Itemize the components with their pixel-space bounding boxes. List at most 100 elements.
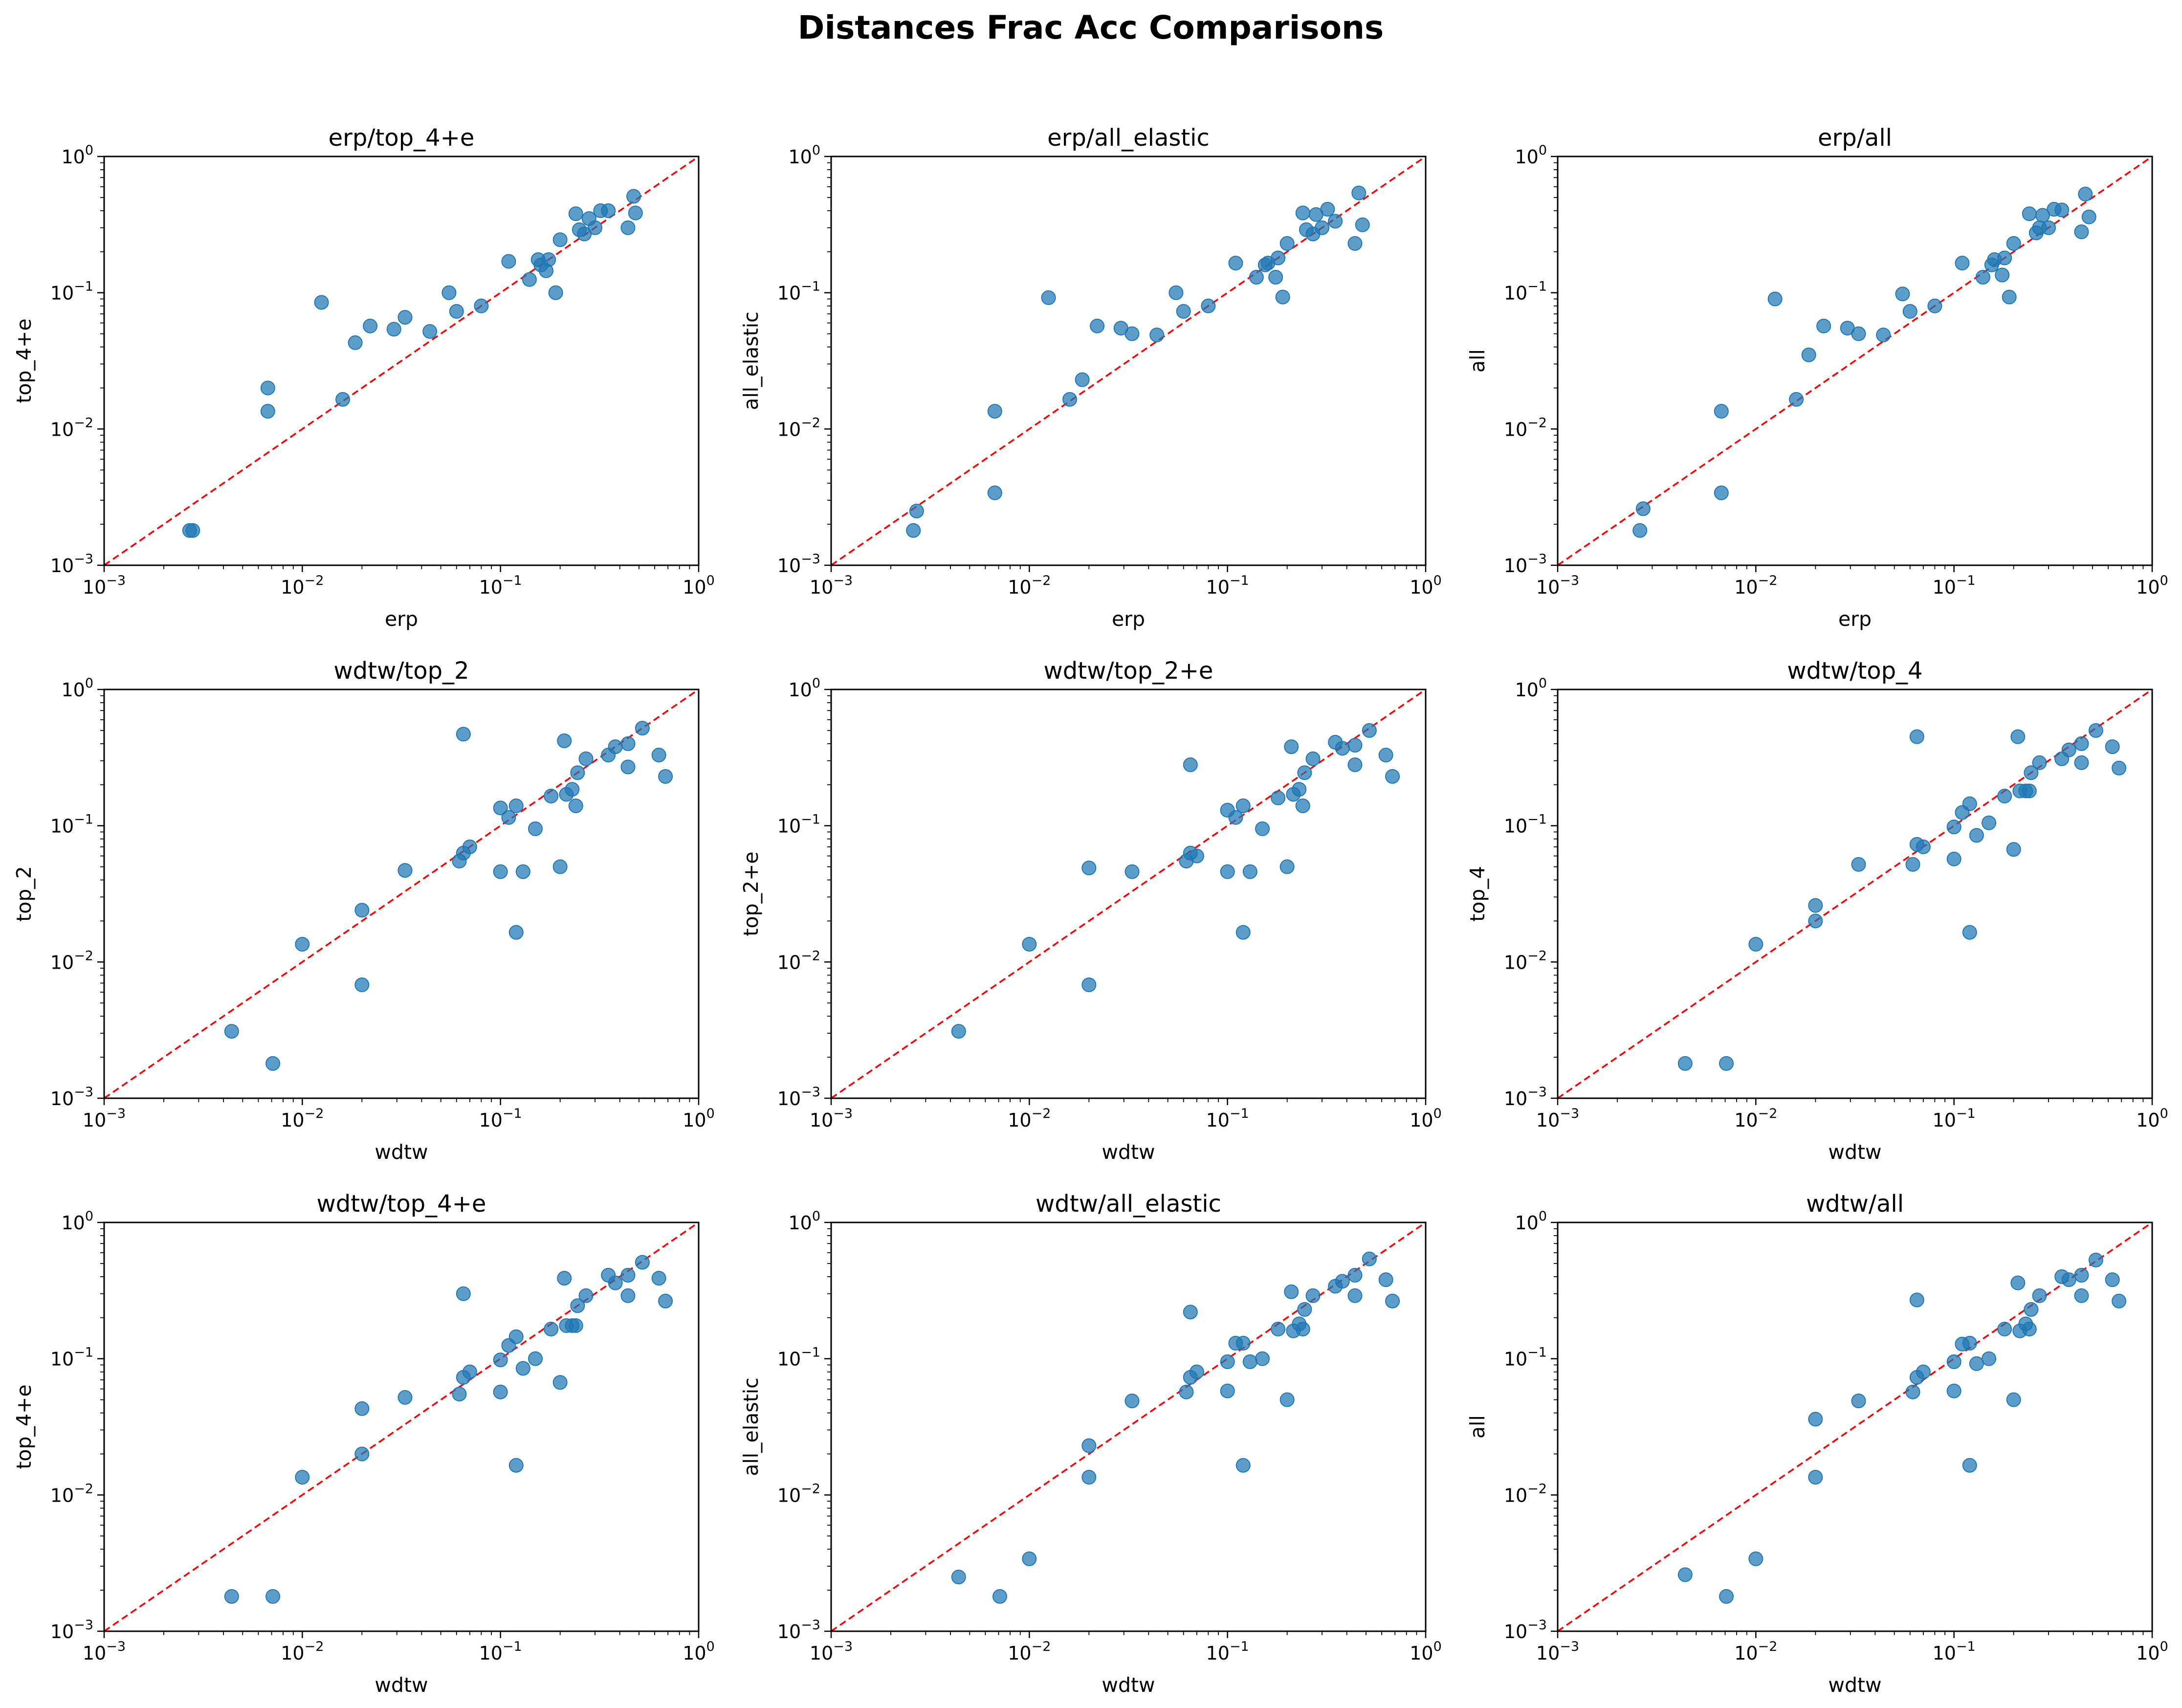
chart-4-point-24 — [570, 765, 585, 780]
chart-3-point-29 — [2054, 202, 2070, 218]
chart-7-point-4 — [354, 1401, 370, 1416]
chart-5-y-tick-label: 10−3 — [777, 1085, 820, 1109]
chart-8-axes-frame — [830, 1221, 1427, 1632]
chart-9-y-tick-label: 10−3 — [1504, 1618, 1547, 1642]
chart-7-x-axis-label: wdtw — [375, 1673, 428, 1697]
chart-9-point-28 — [2074, 1288, 2089, 1303]
chart-1-x-axis-label: erp — [385, 607, 418, 631]
chart-8-point-19 — [1279, 1392, 1295, 1407]
chart-4-point-15 — [508, 925, 524, 940]
chart-8-point-32 — [1385, 1293, 1400, 1309]
chart-1-x-tick-label: 10−1 — [479, 573, 522, 598]
chart-6-point-25 — [2032, 755, 2047, 770]
chart-9-x-axis-label: wdtw — [1828, 1673, 1881, 1697]
chart-8-title: wdtw/all_elastic — [1036, 1190, 1221, 1218]
chart-2-point-2 — [909, 504, 924, 519]
chart-5-point-27 — [1347, 757, 1363, 773]
chart-5-y-axis-label: top_2+e — [739, 851, 763, 936]
chart-8-point-3 — [1022, 1551, 1037, 1566]
chart-4-point-29 — [620, 736, 636, 751]
chart-2: erp/all_elastic 10−3 10−2 10−1 100 10−3 10−2 10… — [739, 124, 1442, 631]
chart-4-y-axis-label: top_2 — [12, 866, 36, 922]
chart-5-point-5 — [1124, 864, 1140, 879]
chart-1-point-2 — [185, 523, 200, 538]
chart-5-point-21 — [1292, 782, 1307, 797]
chart-8-point-25 — [1305, 1288, 1321, 1303]
chart-4-point-17 — [528, 821, 543, 836]
chart-7-point-18 — [544, 1322, 559, 1337]
chart-4-point-12 — [493, 864, 508, 879]
chart-8-point-2 — [992, 1589, 1008, 1604]
chart-3-point-3 — [1714, 404, 1729, 419]
chart-4-point-28 — [620, 759, 636, 775]
subplot-grid: erp/top_4+e 10−3 10−2 10−1 100 10−3 10−2 10−1 10… — [12, 124, 2168, 1697]
chart-7-point-30 — [635, 1255, 650, 1270]
chart-6-point-1 — [1677, 1056, 1693, 1071]
chart-3-x-axis-label: erp — [1838, 607, 1872, 631]
chart-3-y-tick-label: 10−3 — [1504, 552, 1547, 577]
chart-6-point-9 — [1909, 729, 1924, 744]
chart-7-point-31 — [651, 1270, 666, 1286]
chart-3-point-30 — [2074, 224, 2089, 240]
chart-5-x-tick-label: 10−2 — [1008, 1106, 1051, 1131]
chart-5-point-19 — [1284, 739, 1299, 754]
chart-9-point-7 — [1905, 1384, 1920, 1399]
chart-9-point-3 — [1748, 1551, 1763, 1566]
chart-3-x-tick-label: 10−2 — [1734, 573, 1777, 598]
chart-4-point-4 — [354, 903, 370, 918]
chart-2-point-3 — [987, 404, 1002, 419]
chart-2-point-28 — [1320, 201, 1335, 217]
chart-3-point-15 — [1955, 256, 1970, 271]
chart-1-point-23 — [568, 206, 583, 222]
chart-9-x-tick-label: 100 — [2136, 1639, 2168, 1664]
chart-5-point-12 — [1228, 810, 1243, 825]
chart-9: wdtw/all 10−3 10−2 10−1 100 10−3 10−2 10−1 100 wd… — [1466, 1190, 2168, 1697]
chart-8-point-30 — [1362, 1251, 1377, 1266]
chart-3-points — [1632, 186, 2096, 538]
chart-2-point-7 — [1075, 372, 1090, 387]
chart-9-reference-line — [1558, 1222, 2152, 1631]
chart-2-point-31 — [1351, 185, 1367, 200]
chart-1-point-8 — [363, 318, 378, 333]
chart-1-point-22 — [552, 232, 568, 247]
chart-7-point-24 — [570, 1298, 585, 1313]
chart-9-point-20 — [2010, 1275, 2026, 1290]
chart-2-y-tick-label: 10−1 — [777, 279, 820, 304]
chart-5-point-13 — [1235, 798, 1251, 813]
chart-2-point-19 — [1268, 269, 1283, 285]
chart-9-point-25 — [2032, 1288, 2047, 1303]
chart-9-y-tick-label: 10−1 — [1504, 1345, 1547, 1370]
chart-8-point-4 — [1081, 1438, 1097, 1453]
chart-6-point-12 — [1946, 851, 1962, 866]
chart-6-x-tick-label: 10−1 — [1933, 1106, 1976, 1131]
chart-3-point-7 — [1801, 347, 1816, 362]
chart-3-point-22 — [2006, 236, 2021, 251]
chart-5-point-24 — [1305, 751, 1321, 766]
chart-3-axes-frame — [1557, 155, 2153, 566]
chart-3: erp/all 10−3 10−2 10−1 100 10−3 10−2 10−1 100 erp… — [1466, 124, 2168, 631]
chart-5-point-31 — [1385, 769, 1400, 784]
chart-8-point-24 — [1297, 1302, 1312, 1317]
chart-7-point-1 — [224, 1589, 239, 1604]
chart-7-point-2 — [265, 1589, 281, 1604]
chart-7-y-tick-label: 10−2 — [50, 1481, 93, 1506]
chart-9-point-17 — [1982, 1351, 1997, 1366]
chart-8-point-5 — [1081, 1470, 1097, 1485]
chart-3-x-tick-label: 10−3 — [1536, 573, 1579, 598]
chart-3-point-10 — [1851, 326, 1866, 341]
chart-4-point-25 — [578, 751, 594, 766]
chart-9-point-24 — [2024, 1302, 2039, 1317]
chart-7-x-tick-label: 10−2 — [281, 1639, 324, 1664]
chart-3-y-tick-label: 10−2 — [1504, 415, 1547, 440]
chart-7: wdtw/top_4+e 10−3 10−2 10−1 100 10−3 10−2 10−1 1… — [12, 1190, 715, 1697]
chart-8-point-14 — [1235, 1335, 1251, 1351]
chart-9-y-tick-label: 100 — [1515, 1209, 1547, 1234]
chart-3-point-4 — [1714, 485, 1729, 500]
chart-3-point-13 — [1902, 304, 1918, 319]
chart-4-x-tick-label: 10−1 — [479, 1106, 522, 1131]
chart-1-point-27 — [588, 220, 603, 235]
chart-1-point-13 — [449, 304, 464, 319]
chart-5-x-tick-label: 10−1 — [1206, 1106, 1249, 1131]
chart-2-point-20 — [1271, 250, 1286, 266]
chart-2-y-tick-label: 10−2 — [777, 415, 820, 440]
